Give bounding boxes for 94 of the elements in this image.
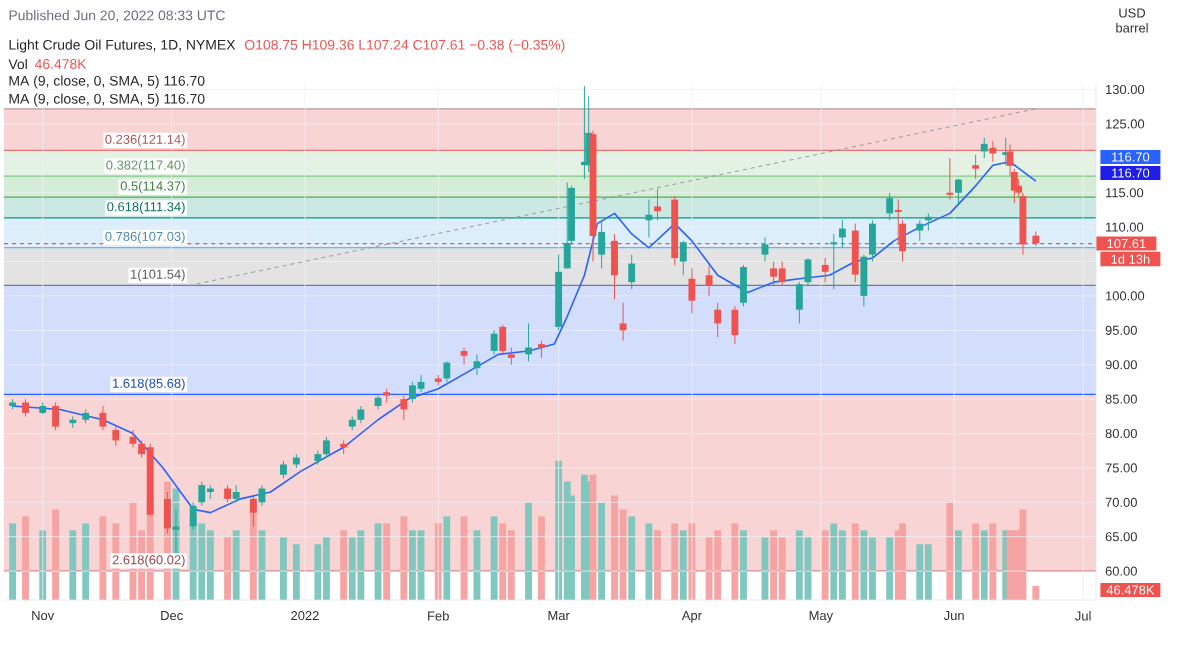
candlestick: [198, 481, 206, 507]
bar: [671, 523, 679, 600]
bar: [778, 537, 786, 600]
bar: [507, 530, 515, 600]
candlestick: [499, 324, 507, 355]
bar: [525, 502, 532, 600]
candlestick: [679, 240, 687, 276]
candlestick: [323, 436, 330, 459]
bar: [9, 523, 17, 600]
bar: [705, 537, 713, 600]
bar: [232, 530, 240, 600]
bar: [654, 530, 661, 600]
bar: [679, 530, 687, 600]
bar: [740, 530, 747, 600]
bar: [714, 530, 722, 600]
bar: [1019, 509, 1027, 600]
bar: [473, 530, 481, 600]
candlestick: [645, 199, 653, 238]
bar: [340, 530, 348, 600]
candlestick: [778, 261, 786, 287]
bar: [645, 523, 653, 600]
candlestick: [761, 236, 769, 263]
bar: [52, 509, 60, 600]
candlestick: [946, 157, 954, 201]
candlestick: [400, 395, 408, 421]
candlestick: [112, 426, 120, 447]
bar: [99, 516, 107, 600]
candlestick: [955, 178, 962, 204]
bar: [292, 544, 300, 600]
bar: [838, 530, 846, 600]
bar: [924, 544, 932, 600]
candlestick: [460, 347, 468, 366]
candlestick: [714, 302, 722, 338]
bar: [886, 537, 894, 600]
bar: [314, 544, 322, 600]
candlestick: [860, 254, 868, 307]
candlestick: [886, 192, 894, 221]
candlestick: [989, 140, 997, 163]
candlestick: [654, 188, 661, 221]
bar: [955, 530, 962, 600]
bar: [499, 523, 507, 600]
candlestick: [731, 305, 739, 345]
candlestick: [838, 219, 846, 249]
bar: [989, 523, 997, 600]
candlestick: [869, 219, 876, 263]
candlestick: [830, 233, 838, 290]
bar: [946, 502, 954, 600]
bar: [409, 530, 416, 600]
candlestick: [795, 281, 803, 324]
bar: [916, 544, 924, 600]
candlestick: [916, 219, 924, 242]
bar: [980, 530, 988, 600]
bar: [206, 530, 214, 600]
bar: [537, 516, 545, 600]
bar: [348, 537, 356, 600]
candlestick: [409, 381, 416, 404]
bar: [1032, 586, 1040, 600]
candlestick: [770, 261, 778, 287]
bar: [860, 530, 868, 600]
candlestick: [598, 219, 606, 269]
bar: [598, 502, 606, 600]
candlestick: [688, 267, 696, 314]
bar: [731, 523, 739, 600]
bar: [383, 523, 391, 600]
bar: [795, 530, 803, 600]
bar: [357, 530, 365, 600]
candlestick: [52, 402, 60, 431]
candlestick: [490, 329, 498, 355]
bar: [22, 516, 29, 600]
candlestick: [972, 154, 980, 180]
bar: [82, 523, 90, 600]
candlestick: [628, 254, 636, 290]
bar: [69, 530, 77, 600]
bar: [821, 530, 829, 600]
candlestick: [619, 302, 627, 342]
bar: [851, 523, 859, 600]
bar: [400, 516, 408, 600]
candlestick: [443, 360, 451, 383]
bar: [972, 523, 980, 600]
bar: [490, 516, 498, 600]
bar: [899, 523, 906, 600]
candlestick: [705, 264, 713, 297]
candlestick: [473, 353, 481, 376]
candlestick: [821, 257, 829, 283]
bar: [443, 516, 451, 600]
bar: [224, 537, 232, 600]
candlestick: [980, 137, 988, 159]
bar: [830, 523, 838, 600]
candlestick: [740, 264, 747, 307]
bar: [628, 516, 636, 600]
bar: [770, 530, 778, 600]
candlestick: [99, 405, 107, 431]
bar: [280, 537, 287, 600]
bar: [198, 523, 206, 600]
